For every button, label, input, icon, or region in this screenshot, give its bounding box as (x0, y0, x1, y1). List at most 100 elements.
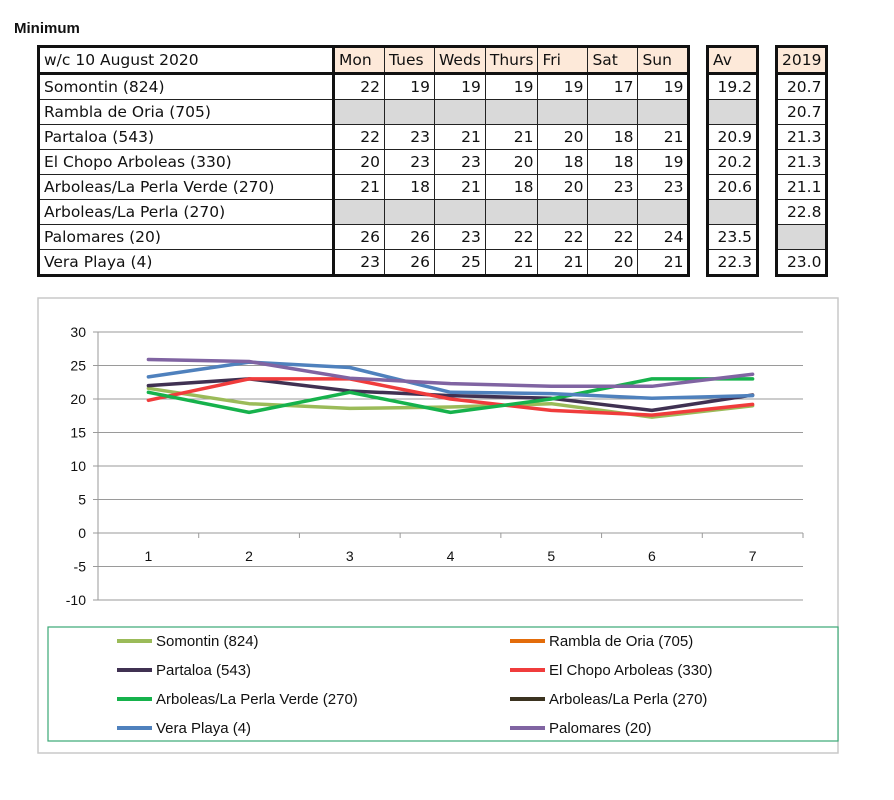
average-table: Av 19.2 20.9 20.2 20.6 23.5 22.3 (706, 45, 759, 277)
day-value: 23 (434, 149, 486, 175)
x-tick-label: 4 (447, 548, 455, 564)
day-value: 19 (484, 73, 539, 100)
day-value: 21 (484, 124, 539, 150)
av-header-row: Av (707, 46, 758, 75)
series-line (146, 377, 755, 415)
y-tick-label: 10 (70, 458, 86, 474)
legend-label: Vera Playa (4) (156, 720, 251, 737)
day-value (587, 199, 639, 225)
year-2019-table: 2019 20.7 20.7 21.3 21.3 21.1 22.8 23.0 (775, 45, 829, 277)
day-value (333, 199, 385, 225)
station-name: Somontin (824) (38, 73, 335, 100)
table-row: Vera Playa (4) 23 26 25 21 21 20 21 (38, 249, 690, 276)
legend-label: Arboleas/La Perla (270) (549, 691, 707, 708)
header-row: w/c 10 August 2020 Mon Tues Weds Thurs Fri Sat… (38, 46, 690, 75)
y-tick-label: 20 (70, 391, 86, 407)
year-header: 2019 (775, 46, 828, 75)
day-value: 22 (587, 224, 639, 250)
average-value: 23.5 (707, 224, 758, 250)
axes: 30 25 20 15 10 5 0 -5 -10 1 2 3 4 5 6 7 (66, 324, 804, 608)
average-value: 20.2 (707, 149, 758, 175)
day-header: Weds (434, 46, 486, 75)
day-value: 22 (537, 224, 589, 250)
x-tick-label: 1 (144, 548, 152, 564)
day-value (537, 99, 589, 125)
day-value (587, 99, 639, 125)
av-row: 20.6 (707, 174, 758, 200)
day-value (333, 99, 385, 125)
x-tick-label: 3 (346, 548, 354, 564)
average-value: 20.6 (707, 174, 758, 200)
station-name: Vera Playa (4) (38, 249, 335, 276)
y-tick-label: 30 (70, 324, 86, 340)
page-title: Minimum (14, 20, 80, 37)
day-value: 23 (333, 249, 385, 276)
table-row: Arboleas/La Perla Verde (270) 21 18 21 18 20 2… (38, 174, 690, 200)
av-row: 20.2 (707, 149, 758, 175)
year-row: 20.7 (775, 99, 828, 125)
x-tick-label: 6 (648, 548, 656, 564)
day-value: 21 (484, 249, 539, 276)
year-2019-value: 21.3 (775, 149, 828, 175)
year-2019-value: 21.3 (775, 124, 828, 150)
year-row: 21.3 (775, 124, 828, 150)
day-value: 20 (537, 124, 589, 150)
station-name: Arboleas/La Perla Verde (270) (38, 174, 335, 200)
day-value: 20 (333, 149, 385, 175)
day-value: 25 (434, 249, 486, 276)
day-value: 23 (587, 174, 639, 200)
legend-label: Rambla de Oria (705) (549, 633, 693, 650)
year-2019-value: 22.8 (775, 199, 828, 225)
year-row: 21.3 (775, 149, 828, 175)
day-value: 26 (384, 249, 435, 276)
year-row (775, 224, 828, 250)
week-label: w/c 10 August 2020 (38, 46, 335, 75)
table-row: El Chopo Arboleas (330) 20 23 23 20 18 18 19 (38, 149, 690, 175)
y-tick-label: 5 (78, 492, 86, 508)
legend: Somontin (824) Rambla de Oria (705) Partal… (117, 633, 712, 737)
day-value (484, 99, 539, 125)
day-value: 18 (484, 174, 539, 200)
station-name: Partaloa (543) (38, 124, 335, 150)
legend-label: Palomares (20) (549, 720, 652, 737)
day-value (637, 199, 690, 225)
day-value: 26 (384, 224, 435, 250)
year-row: 21.1 (775, 174, 828, 200)
day-value: 23 (637, 174, 690, 200)
day-value: 21 (637, 249, 690, 276)
av-header: Av (707, 46, 758, 75)
y-tick-label: 0 (78, 525, 86, 541)
year-row: 20.7 (775, 73, 828, 100)
year-header-row: 2019 (775, 46, 828, 75)
y-tick-label: 15 (70, 425, 86, 441)
average-value: 19.2 (707, 73, 758, 100)
day-value: 19 (637, 73, 690, 100)
series-lines (146, 357, 755, 419)
series-line (146, 357, 755, 389)
station-name: El Chopo Arboleas (330) (38, 149, 335, 175)
day-header: Sun (637, 46, 690, 75)
day-value: 22 (484, 224, 539, 250)
temperature-table: w/c 10 August 2020 Mon Tues Weds Thurs Fri Sat… (37, 45, 691, 277)
table-row: Partaloa (543) 22 23 21 21 20 18 21 (38, 124, 690, 150)
y-tick-label: -10 (66, 592, 86, 608)
day-value: 21 (434, 124, 486, 150)
legend-box (47, 626, 839, 742)
table-row: Somontin (824) 22 19 19 19 19 17 19 (38, 73, 690, 100)
station-name: Rambla de Oria (705) (38, 99, 335, 125)
year-2019-value: 20.7 (775, 99, 828, 125)
year-row: 23.0 (775, 249, 828, 276)
year-2019-value: 23.0 (775, 249, 828, 276)
year-row: 22.8 (775, 199, 828, 225)
day-header: Thurs (484, 46, 539, 75)
av-row: 19.2 (707, 73, 758, 100)
day-header: Sat (587, 46, 639, 75)
year-2019-value: 21.1 (775, 174, 828, 200)
day-value (434, 99, 486, 125)
average-value: 22.3 (707, 249, 758, 276)
x-tick-label: 2 (245, 548, 253, 564)
day-value: 19 (637, 149, 690, 175)
day-value (637, 99, 690, 125)
day-value: 19 (434, 73, 486, 100)
